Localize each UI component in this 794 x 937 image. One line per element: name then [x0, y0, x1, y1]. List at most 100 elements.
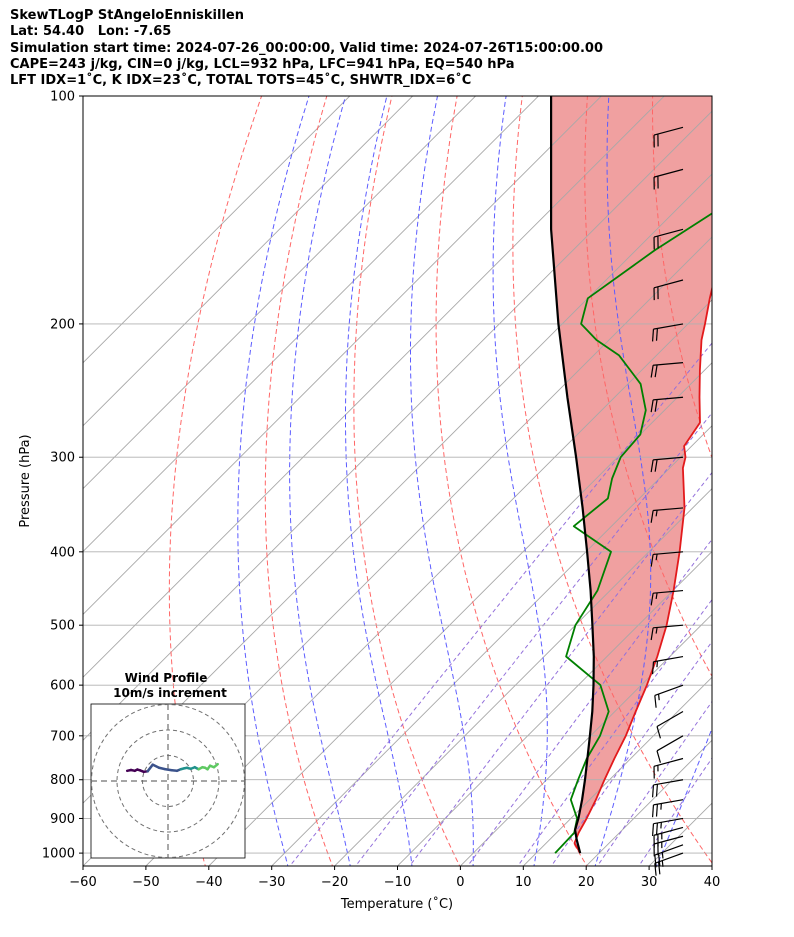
- wind-barb: [651, 323, 684, 342]
- wind-barb: [653, 228, 684, 250]
- y-tick-label: 500: [50, 619, 75, 634]
- y-tick-label: 800: [50, 773, 75, 788]
- wind-barb: [650, 362, 684, 378]
- isotherm-line: [83, 110, 712, 741]
- isotherm-line: [83, 96, 477, 490]
- x-tick-label: 10: [515, 875, 532, 890]
- dry-adiabat-line: [781, 79, 794, 869]
- isotherm-line: [271, 425, 712, 866]
- moist-adiabat-line: [289, 96, 351, 866]
- chart-header: SkewTLogP StAngeloEnniskillen Lat: 54.40…: [10, 8, 790, 89]
- y-tick-label: 200: [50, 317, 75, 332]
- y-tick-label: 700: [50, 729, 75, 744]
- dry-adiabat-line: [651, 96, 712, 460]
- dry-adiabat-line: [168, 96, 263, 866]
- mixing-ratio-line: [638, 757, 712, 866]
- wind-barb: [650, 456, 684, 473]
- mixing-ratio-line: [467, 538, 712, 866]
- mixing-ratio-line: [550, 640, 712, 866]
- isotherm-line: [522, 676, 712, 866]
- moist-adiabat-line: [492, 96, 548, 866]
- x-tick-label: 20: [578, 875, 595, 890]
- moist-adiabat-line: [717, 83, 794, 870]
- y-axis-ticks: 100 200 300 400 500 600 700 800 900 1000: [42, 90, 83, 862]
- wind-barb: [656, 710, 684, 739]
- x-tick-label: 0: [456, 875, 464, 890]
- wind-barbs: [650, 126, 684, 876]
- convective-parameters: CAPE=243 j/kg, CIN=0 j/kg, LCL=932 hPa, …: [10, 56, 515, 72]
- dry-adiabat-line: [512, 96, 712, 864]
- moist-adiabat-line: [410, 96, 474, 866]
- x-tick-label: −10: [384, 875, 411, 890]
- mixing-ratio-line: [517, 598, 712, 866]
- hodograph-segment: [212, 762, 219, 769]
- wind-barb: [653, 757, 684, 779]
- x-axis-ticks: −60 −50 −40 −30 −20 −10 0 10 20 30 40: [69, 866, 720, 890]
- cin-area: [551, 96, 712, 838]
- x-tick-label: −20: [321, 875, 348, 890]
- moist-adiabat-line: [656, 727, 712, 866]
- isotherm-line: [396, 550, 712, 866]
- parcel-profile-line: [550, 96, 595, 854]
- mixing-ratio-lines: [289, 342, 712, 866]
- wind-barb: [654, 684, 684, 708]
- x-tick-label: −50: [132, 875, 159, 890]
- wind-barb: [650, 507, 684, 523]
- y-tick-label: 900: [50, 812, 75, 827]
- chart-title: SkewTLogP StAngeloEnniskillen: [10, 8, 244, 23]
- y-tick-label: 1000: [42, 847, 75, 862]
- x-tick-label: 30: [641, 875, 658, 890]
- isotherm-line: [145, 299, 712, 866]
- y-axis-label: Pressure (hPa): [18, 434, 33, 527]
- isotherm-line: [83, 96, 603, 616]
- mixing-ratio-line: [408, 471, 712, 866]
- wind-barb: [653, 279, 684, 301]
- wind-barb: [650, 589, 684, 606]
- mixing-ratio-line: [289, 342, 712, 866]
- isotherm-line: [83, 96, 414, 427]
- moist-adiabat-line: [345, 96, 413, 866]
- isotherm-line: [83, 96, 540, 553]
- cape-cin-shading: [551, 96, 712, 854]
- wind-barb: [651, 817, 684, 837]
- wind-barb: [650, 624, 684, 641]
- dry-adiabat-line: [717, 79, 794, 869]
- dry-adiabat-line: [584, 96, 712, 678]
- wind-barb: [654, 844, 684, 868]
- hodograph-title: Wind Profile: [125, 671, 208, 685]
- simulation-times: Simulation start time: 2024-07-26_00:00:…: [10, 40, 603, 56]
- y-tick-label: 600: [50, 679, 75, 694]
- moist-adiabat-line: [237, 96, 310, 866]
- isotherm-line: [83, 96, 665, 678]
- hodograph-inset: Wind Profile 10m/s increment: [90, 671, 246, 859]
- location-coordinates: Lat: 54.40 Lon: -7.65: [10, 24, 172, 40]
- wind-barb: [651, 799, 684, 818]
- hodograph-segment: [146, 763, 154, 773]
- wind-barb: [651, 779, 684, 798]
- x-tick-label: −40: [195, 875, 222, 890]
- x-tick-label: −30: [258, 875, 285, 890]
- wind-barb: [656, 735, 684, 763]
- dry-adiabat-line: [353, 96, 461, 866]
- wind-barb: [653, 126, 684, 148]
- dewpoint-profile-line: [554, 212, 712, 854]
- temperature-profile-line: [573, 284, 712, 854]
- x-tick-label: 40: [704, 875, 721, 890]
- isotherm-lines: [83, 96, 712, 866]
- wind-barb: [650, 551, 684, 567]
- x-tick-label: −60: [69, 875, 96, 890]
- dry-adiabat-line: [264, 96, 334, 866]
- wind-barb: [653, 826, 684, 848]
- mixing-ratio-line: [596, 700, 712, 866]
- wind-barb: [651, 655, 684, 675]
- stability-indices: LFT IDX=1˚C, K IDX=23˚C, TOTAL TOTS=45˚C…: [10, 73, 472, 89]
- sounding-profiles: [550, 96, 712, 854]
- isotherm-line: [333, 487, 712, 866]
- hodograph-subtitle: 10m/s increment: [113, 686, 227, 700]
- dry-adiabat-lines: [168, 79, 794, 869]
- isotherm-line: [208, 362, 712, 866]
- isotherm-line: [83, 96, 351, 364]
- moist-adiabat-line: [594, 96, 652, 866]
- moist-adiabat-lines: [237, 83, 794, 870]
